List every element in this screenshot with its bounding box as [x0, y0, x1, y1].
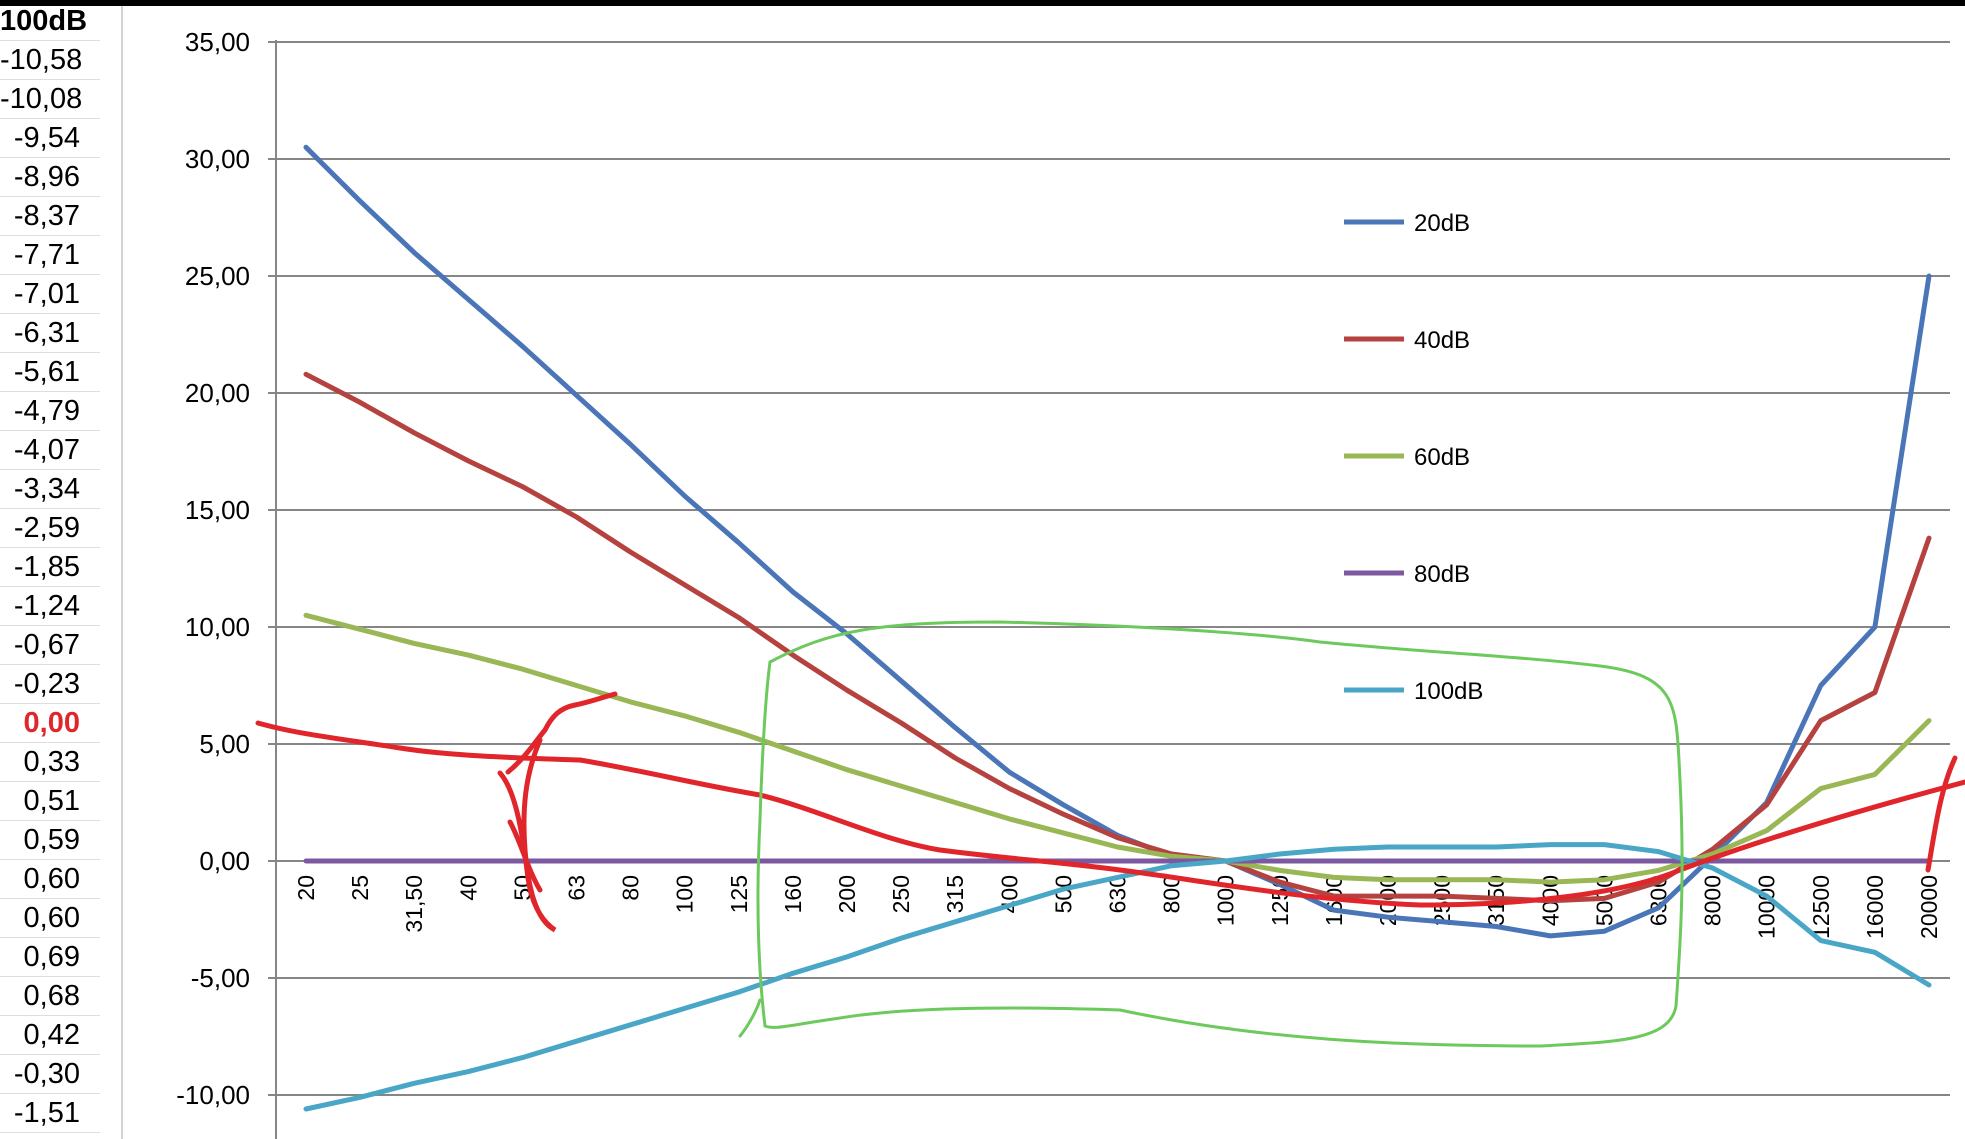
y-axis-ticks: -10,00 -5,00 0,00 5,00 10,00 15,00 20,00 25,00 3…: [176, 27, 250, 1110]
red-annotation-stem-lower: [507, 819, 543, 893]
column-cell[interactable]: -10,08: [0, 80, 100, 119]
column-cell[interactable]: -4,79: [0, 392, 100, 431]
column-cell[interactable]: 0,60: [0, 899, 100, 938]
y-tick-label: 10,00: [185, 612, 250, 642]
x-tick-label: 8000: [1700, 875, 1726, 926]
legend[interactable]: 20dB 40dB 60dB 80dB 100dB: [1344, 210, 1483, 705]
red-annotation-arrow-head: [505, 691, 618, 775]
column-cell[interactable]: 0,51: [0, 782, 100, 821]
x-tick-label: 800: [1159, 875, 1185, 913]
y-tick-label: -5,00: [191, 963, 250, 993]
column-cell[interactable]: -7,01: [0, 275, 100, 314]
x-tick-label: 315: [942, 875, 968, 913]
column-cell[interactable]: 0,33: [0, 743, 100, 782]
green-annotation-tail: [738, 998, 762, 1038]
column-cell[interactable]: 0,60: [0, 860, 100, 899]
legend-label: 40dB: [1414, 327, 1470, 354]
series-line-100dB: [303, 842, 1932, 1112]
x-tick-label: 40: [455, 875, 481, 901]
legend-label: 20dB: [1414, 210, 1470, 237]
column-cell[interactable]: -8,96: [0, 158, 100, 197]
legend-label: 100dB: [1414, 678, 1483, 705]
column-cell[interactable]: -3,34: [0, 470, 100, 509]
x-tick-label: 12500: [1808, 875, 1834, 939]
x-tick-label: 100: [672, 875, 698, 913]
legend-label: 80dB: [1414, 561, 1470, 588]
column-cell[interactable]: -7,71: [0, 236, 100, 275]
spreadsheet-column[interactable]: 100dB -10,58 -10,08 -9,54 -8,96 -8,37 -7,71 -7…: [0, 5, 123, 1139]
hand-drawn-annotations: [255, 620, 1965, 1048]
column-cell[interactable]: -5,61: [0, 353, 100, 392]
y-tick-label: 0,00: [199, 846, 250, 876]
series-line-20dB: [303, 144, 1932, 939]
column-cell[interactable]: -4,07: [0, 431, 100, 470]
y-tick-label: 25,00: [185, 261, 250, 291]
x-tick-label: 200: [834, 875, 860, 913]
red-annotation-curve: [255, 720, 1965, 908]
x-tick-label: 20: [293, 875, 319, 901]
y-tick-label: 15,00: [185, 495, 250, 525]
gridlines: [268, 41, 1950, 1096]
column-cell[interactable]: 0,68: [0, 977, 100, 1016]
y-tick-label: 20,00: [185, 378, 250, 408]
column-cell[interactable]: -1,51: [0, 1094, 100, 1133]
series-line-60dB: [303, 612, 1932, 885]
x-tick-label: 160: [780, 875, 806, 913]
red-annotation-tick-right: [1925, 755, 1958, 873]
y-tick-label: -10,00: [176, 1080, 250, 1110]
legend-label: 60dB: [1414, 444, 1470, 471]
y-tick-label: 30,00: [185, 144, 250, 174]
column-cell[interactable]: -0,23: [0, 665, 100, 704]
x-tick-label: 63: [564, 875, 590, 901]
column-cell[interactable]: -10,58: [0, 41, 100, 80]
y-tick-label: 35,00: [185, 27, 250, 57]
green-annotation-box: [756, 620, 1684, 1048]
column-cell[interactable]: 0,42: [0, 1016, 100, 1055]
column-cell[interactable]: -1,85: [0, 548, 100, 587]
column-cell[interactable]: -6,31: [0, 314, 100, 353]
column-cell[interactable]: 0,59: [0, 821, 100, 860]
x-tick-label: 80: [618, 875, 644, 901]
column-header-cell[interactable]: 100dB: [0, 2, 100, 41]
x-tick-label: 125: [726, 875, 752, 913]
red-annotation-arrow: [497, 737, 557, 933]
column-cell[interactable]: -9,54: [0, 119, 100, 158]
x-tick-label: 16000: [1862, 875, 1888, 939]
series-lines: [303, 144, 1932, 1112]
x-tick-label: 25: [347, 875, 373, 901]
column-cell[interactable]: 0,00: [0, 704, 100, 743]
x-tick-label: 31,50: [401, 875, 427, 933]
x-tick-label: 20000: [1916, 875, 1942, 939]
x-tick-label: 10000: [1754, 875, 1780, 939]
x-axis-ticks: 20 25 31,50 40 50 63 80 100 125 160 200 250 315 400 50…: [293, 875, 1942, 939]
series-line-40dB: [303, 371, 1932, 904]
column-cell[interactable]: -8,37: [0, 197, 100, 236]
column-cell[interactable]: -0,30: [0, 1055, 100, 1094]
y-tick-label: 5,00: [199, 729, 250, 759]
x-tick-label: 2500: [1429, 875, 1455, 926]
window-top-edge: [0, 0, 1965, 6]
column-cell[interactable]: -2,59: [0, 509, 100, 548]
column-cell[interactable]: -0,67: [0, 626, 100, 665]
column-cell[interactable]: -1,24: [0, 587, 100, 626]
column-cell[interactable]: 0,69: [0, 938, 100, 977]
x-tick-label: 250: [888, 875, 914, 913]
